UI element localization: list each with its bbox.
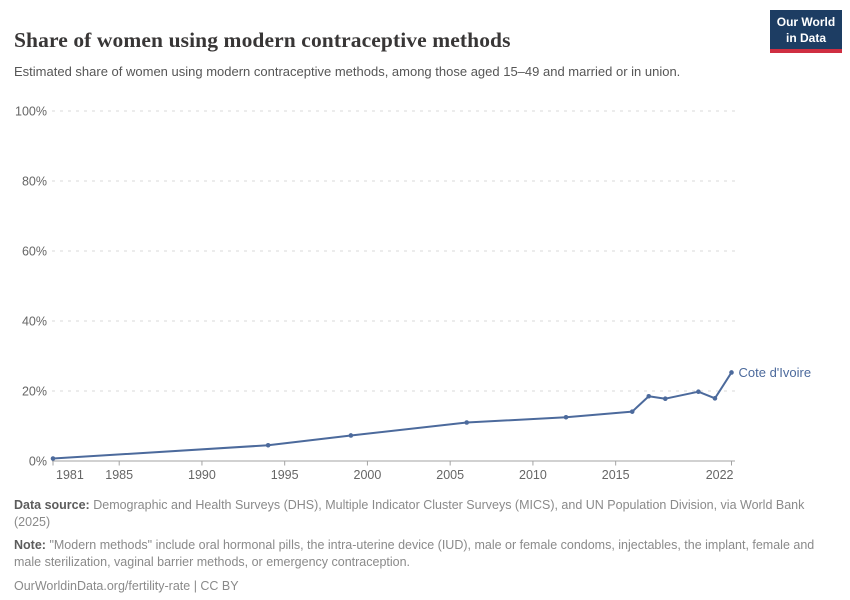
x-tick-label: 2022 (706, 468, 734, 482)
data-source-text: Demographic and Health Surveys (DHS), Mu… (14, 498, 805, 529)
line-chart: 0% 20% 40% 60% 80% 100% 1981 1985 1990 1995 2000 20… (15, 105, 812, 483)
owid-logo-line2: in Data (785, 30, 826, 45)
x-tick-label: 2005 (436, 468, 464, 482)
data-point (646, 393, 652, 399)
x-tick-label: 2000 (354, 468, 382, 482)
license-line: OurWorldinData.org/fertility-rate | CC B… (14, 579, 239, 593)
chart-footer: Data source: Demographic and Health Surv… (14, 497, 826, 595)
series-label: Cote d'Ivoire (739, 365, 812, 380)
y-tick-label: 100% (15, 105, 47, 119)
x-tick-label: 1985 (105, 468, 133, 482)
x-tick-label: 1990 (188, 468, 216, 482)
data-point (696, 389, 701, 395)
y-tick-label: 40% (22, 315, 47, 329)
x-tick-label: 1981 (56, 468, 84, 482)
x-tick-label: 2015 (602, 468, 630, 482)
data-point (629, 409, 635, 414)
note-line: Note: "Modern methods" include oral horm… (14, 537, 826, 571)
y-tick-label: 80% (22, 175, 47, 189)
data-source-line: Data source: Demographic and Health Surv… (14, 497, 826, 531)
y-tick-label: 60% (22, 245, 47, 259)
data-point (265, 442, 271, 448)
data-point (712, 396, 718, 401)
y-tick-label: 0% (29, 455, 47, 469)
owid-logo-line1: Our World (776, 15, 836, 29)
data-point (464, 420, 470, 425)
note-label: Note: (14, 538, 46, 552)
page-subtitle: Estimated share of women using modern co… (14, 64, 681, 79)
page-title: Share of women using modern contraceptiv… (14, 28, 511, 53)
data-point (563, 414, 569, 420)
data-point (663, 396, 668, 402)
data-source-label: Data source: (14, 498, 90, 512)
y-tick-label: 20% (22, 385, 47, 399)
x-tick-label: 1995 (271, 468, 299, 482)
data-point (348, 433, 354, 438)
data-point (50, 456, 56, 461)
note-text: "Modern methods" include oral hormonal p… (14, 538, 815, 569)
data-point (729, 370, 734, 375)
owid-logo: Our World in Data (770, 10, 842, 53)
x-tick-label: 2010 (519, 468, 547, 482)
series-line (52, 371, 733, 460)
